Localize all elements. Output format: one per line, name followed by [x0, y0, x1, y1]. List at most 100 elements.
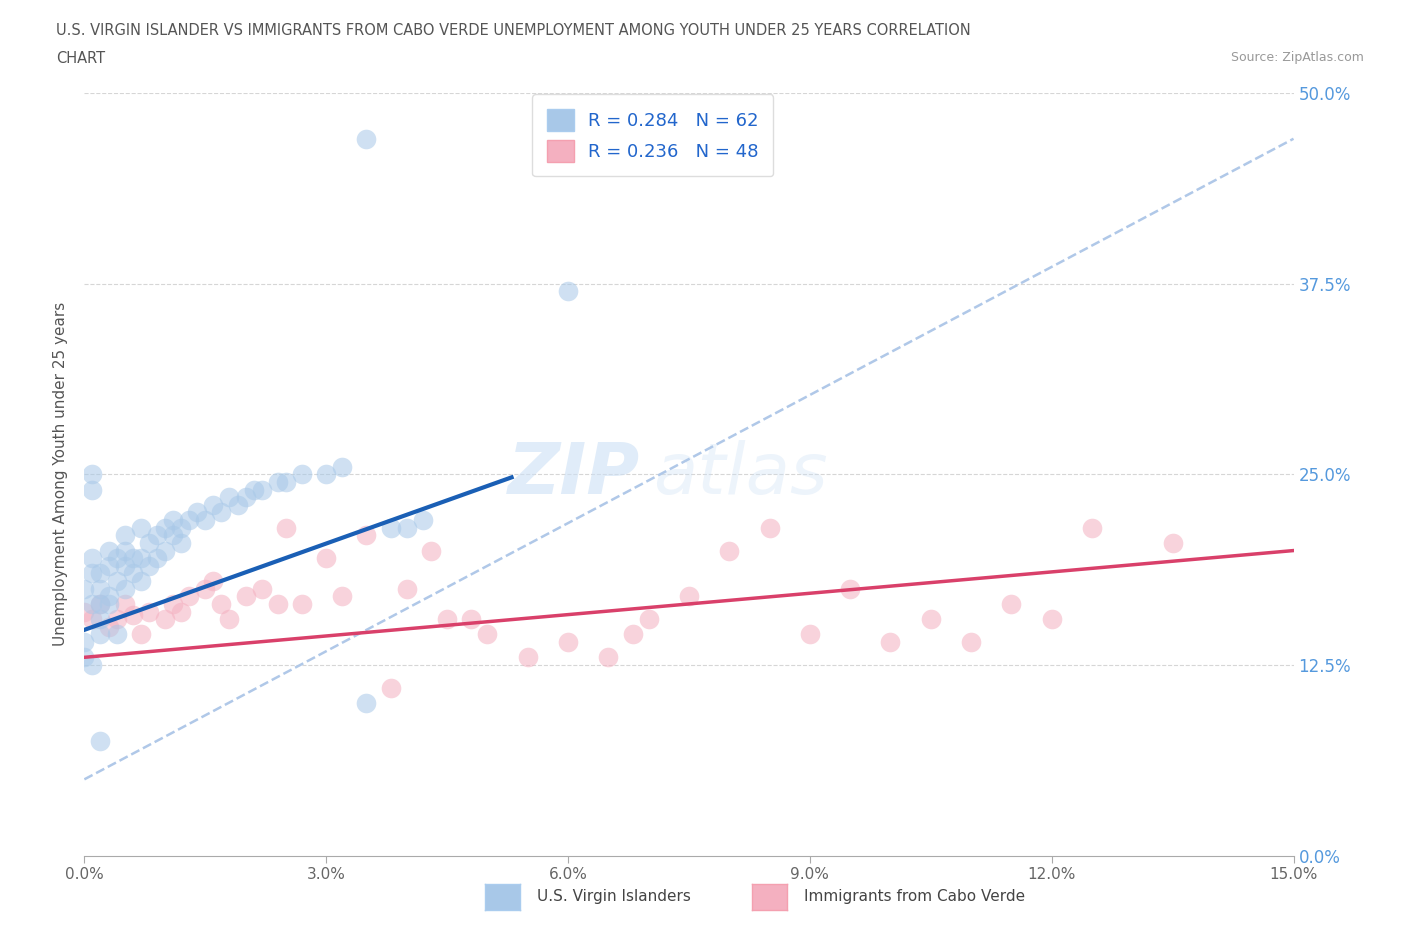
Point	[170, 536, 193, 551]
Point	[170, 604, 193, 619]
Text: Immigrants from Cabo Verde: Immigrants from Cabo Verde	[804, 889, 1025, 904]
Point	[82, 482, 104, 497]
Point	[82, 467, 104, 482]
Point	[235, 589, 257, 604]
Point	[356, 528, 378, 543]
Point	[226, 498, 249, 512]
Point	[153, 543, 176, 558]
Point	[73, 650, 96, 665]
Point	[330, 589, 353, 604]
Point	[960, 634, 983, 649]
Point	[153, 612, 176, 627]
Point	[356, 131, 378, 146]
Point	[153, 520, 176, 535]
Text: U.S. VIRGIN ISLANDER VS IMMIGRANTS FROM CABO VERDE UNEMPLOYMENT AMONG YOUTH UNDE: U.S. VIRGIN ISLANDER VS IMMIGRANTS FROM …	[56, 23, 972, 38]
Point	[218, 612, 240, 627]
Point	[315, 467, 337, 482]
Point	[194, 581, 217, 596]
Point	[82, 551, 104, 565]
Point	[678, 589, 700, 604]
Point	[1161, 536, 1184, 551]
Point	[436, 612, 458, 627]
Point	[235, 490, 257, 505]
Text: ZIP: ZIP	[509, 440, 641, 509]
Point	[477, 627, 499, 642]
Point	[250, 581, 273, 596]
Point	[129, 627, 152, 642]
Point	[267, 596, 290, 611]
Point	[105, 627, 128, 642]
Point	[138, 558, 160, 573]
Point	[250, 482, 273, 497]
Point	[129, 520, 152, 535]
Point	[209, 596, 232, 611]
Point	[420, 543, 443, 558]
Point	[162, 528, 184, 543]
Legend: R = 0.284   N = 62, R = 0.236   N = 48: R = 0.284 N = 62, R = 0.236 N = 48	[533, 95, 773, 177]
Point	[380, 681, 402, 696]
Point	[637, 612, 659, 627]
Point	[557, 284, 579, 299]
Point	[89, 627, 111, 642]
Point	[89, 612, 111, 627]
Point	[202, 574, 225, 589]
Point	[97, 543, 120, 558]
Point	[758, 520, 780, 535]
Point	[146, 551, 169, 565]
Point	[460, 612, 482, 627]
Point	[621, 627, 644, 642]
Text: Source: ZipAtlas.com: Source: ZipAtlas.com	[1230, 51, 1364, 64]
Point	[89, 581, 111, 596]
Text: U.S. Virgin Islanders: U.S. Virgin Islanders	[537, 889, 690, 904]
Point	[179, 589, 201, 604]
Text: CHART: CHART	[56, 51, 105, 66]
Point	[89, 596, 111, 611]
Point	[179, 512, 201, 527]
Point	[73, 581, 96, 596]
Point	[516, 650, 538, 665]
Point	[114, 558, 136, 573]
Point	[114, 528, 136, 543]
Point	[267, 474, 290, 489]
Point	[209, 505, 232, 520]
Point	[121, 551, 143, 565]
Point	[82, 566, 104, 581]
Point	[1081, 520, 1104, 535]
Point	[114, 596, 136, 611]
Point	[82, 612, 104, 627]
Point	[162, 596, 184, 611]
Point	[138, 604, 160, 619]
Point	[121, 566, 143, 581]
Point	[129, 551, 152, 565]
Point	[97, 596, 120, 611]
Point	[89, 734, 111, 749]
Point	[73, 604, 96, 619]
Point	[97, 619, 120, 634]
Point	[356, 696, 378, 711]
Point	[330, 459, 353, 474]
Point	[121, 607, 143, 622]
Point	[73, 634, 96, 649]
Point	[146, 528, 169, 543]
Y-axis label: Unemployment Among Youth under 25 years: Unemployment Among Youth under 25 years	[53, 302, 69, 646]
Point	[194, 512, 217, 527]
Point	[1000, 596, 1022, 611]
Point	[105, 551, 128, 565]
Point	[82, 596, 104, 611]
Point	[395, 520, 418, 535]
Point	[218, 490, 240, 505]
Point	[598, 650, 620, 665]
Point	[97, 589, 120, 604]
Point	[879, 634, 901, 649]
Point	[799, 627, 821, 642]
Point	[105, 612, 128, 627]
Point	[170, 520, 193, 535]
Point	[162, 512, 184, 527]
Point	[114, 543, 136, 558]
Point	[129, 574, 152, 589]
Point	[82, 658, 104, 672]
Point	[138, 536, 160, 551]
Point	[186, 505, 208, 520]
Point	[412, 512, 434, 527]
Point	[89, 566, 111, 581]
